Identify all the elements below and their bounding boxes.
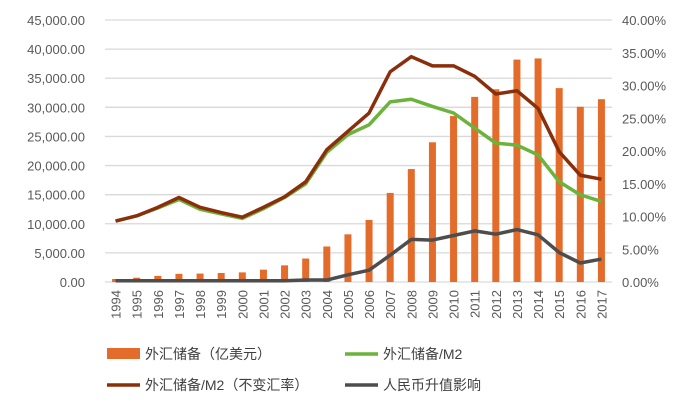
x-tick-label: 2006 [362, 290, 377, 319]
legend-label-reserves-m2-constant: 外汇储备/M2（不变汇率） [145, 377, 308, 393]
bar-1998 [196, 273, 204, 282]
x-tick-label: 1997 [172, 290, 187, 319]
legend-swatch-reserves [107, 348, 140, 359]
left-tick-label: 10,000.00 [27, 217, 85, 232]
x-tick-label: 2008 [404, 290, 419, 319]
x-tick-label: 1994 [109, 290, 124, 319]
right-tick-label: 10.00% [622, 210, 667, 225]
x-tick-label: 1999 [214, 290, 229, 319]
bar-2011 [471, 96, 479, 282]
left-tick-label: 45,000.00 [27, 13, 85, 28]
bar-1999 [217, 272, 225, 282]
line-series [115, 54, 602, 283]
legend-label-reserves-m2: 外汇储备/M2 [383, 346, 463, 362]
x-tick-label: 2001 [256, 290, 271, 319]
line-series-2 [115, 54, 602, 223]
bar-2013 [513, 59, 521, 282]
x-tick-label: 2016 [573, 290, 588, 319]
bar-2008 [407, 169, 415, 282]
bar-series [112, 58, 605, 283]
left-tick-label: 15,000.00 [27, 188, 85, 203]
bar-2000 [238, 272, 246, 282]
right-axis-ticks: 0.00% 5.00% 10.00% 15.00% 20.00% 25.00% 30.00%… [622, 13, 667, 290]
x-tick-label: 2007 [383, 290, 398, 319]
x-tick-label: 2004 [320, 290, 335, 319]
bar-2017 [597, 99, 605, 282]
right-tick-label: 5.00% [622, 242, 659, 257]
x-tick-label: 2002 [278, 290, 293, 319]
x-tick-label: 1995 [130, 290, 145, 319]
right-tick-label: 40.00% [622, 13, 667, 28]
bar-2001 [259, 269, 267, 282]
left-tick-label: 25,000.00 [27, 129, 85, 144]
bar-2012 [492, 89, 500, 282]
x-tick-label: 2011 [468, 290, 483, 318]
legend-label-reserves: 外汇储备（亿美元） [145, 346, 271, 362]
x-tick-label: 2000 [235, 290, 250, 319]
bar-2006 [365, 219, 373, 282]
left-axis-ticks: 0.00 5,000.00 10,000.00 15,000.00 20,000.00 2… [27, 13, 85, 290]
bar-2014 [534, 58, 542, 282]
left-tick-label: 0.00 [60, 275, 85, 290]
left-tick-label: 20,000.00 [27, 159, 85, 174]
bar-2015 [555, 88, 563, 283]
bar-2009 [428, 142, 436, 282]
x-tick-label: 2005 [341, 290, 356, 319]
line-series-3 [115, 227, 602, 283]
right-tick-label: 25.00% [622, 111, 667, 126]
right-tick-label: 15.00% [622, 177, 667, 192]
x-tick-label: 2014 [531, 290, 546, 319]
right-tick-label: 20.00% [622, 144, 667, 159]
left-tick-label: 5,000.00 [34, 246, 85, 261]
right-tick-label: 35.00% [622, 46, 667, 61]
left-tick-label: 35,000.00 [27, 71, 85, 86]
x-tick-label: 1998 [193, 290, 208, 319]
x-tick-label: 2003 [299, 290, 314, 319]
x-tick-label: 2015 [552, 290, 567, 319]
legend-label-rmb-appreciation: 人民币升值影响 [383, 377, 481, 393]
bar-2007 [386, 192, 394, 282]
bar-2010 [450, 116, 458, 282]
left-tick-label: 30,000.00 [27, 100, 85, 115]
line-series-1 [115, 97, 602, 223]
legend: 外汇储备（亿美元） 外汇储备/M2 外汇储备/M2（不变汇率） 人民币升值影响 [107, 346, 481, 393]
x-tick-label: 2017 [594, 290, 609, 319]
x-tick-label: 2012 [489, 290, 504, 319]
bar-1997 [175, 273, 183, 282]
right-tick-label: 30.00% [622, 79, 667, 94]
bar-2005 [344, 234, 352, 282]
x-tick-label: 2009 [425, 290, 440, 319]
x-tick-label: 1996 [151, 290, 166, 319]
bar-2002 [281, 265, 289, 282]
x-tick-label: 2013 [510, 290, 525, 319]
right-tick-label: 0.00% [622, 275, 659, 290]
bar-2003 [302, 258, 310, 282]
left-tick-label: 40,000.00 [27, 42, 85, 57]
x-tick-label: 2010 [447, 290, 462, 319]
x-axis-ticks: 1994 1995 1996 1997 1998 1999 2000 2001 2002 2003… [109, 290, 610, 319]
gridlines [105, 19, 612, 283]
bar-2004 [323, 246, 331, 282]
